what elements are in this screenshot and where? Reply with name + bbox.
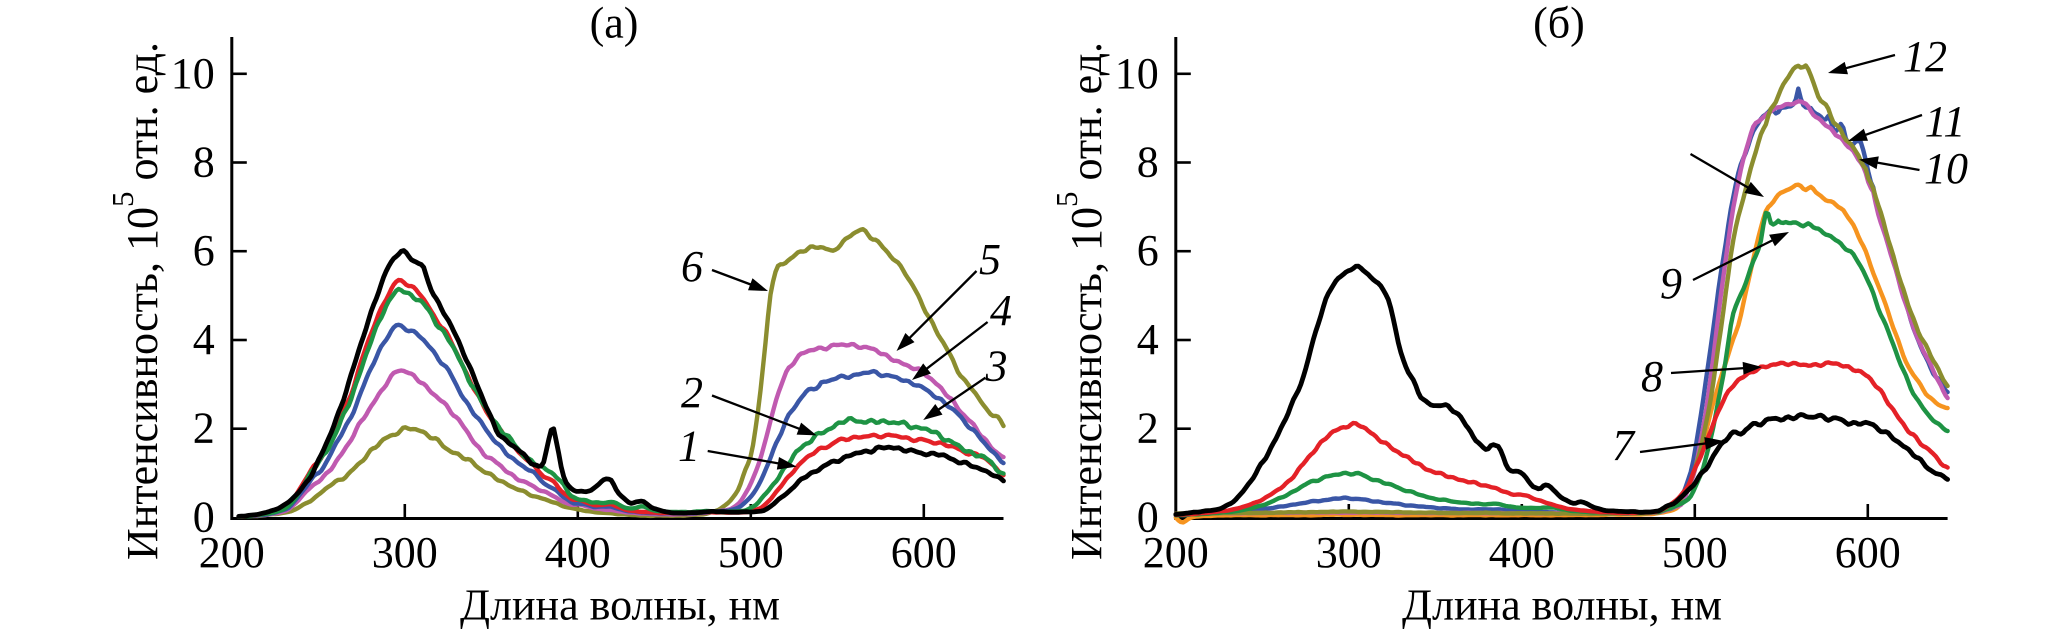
svg-text:8: 8 xyxy=(193,138,215,187)
svg-text:4: 4 xyxy=(193,315,215,364)
svg-text:(б): (б) xyxy=(1533,0,1585,48)
svg-text:10: 10 xyxy=(1924,144,1968,193)
svg-text:10: 10 xyxy=(171,49,215,98)
svg-text:Длина волны, нм: Длина волны, нм xyxy=(1402,581,1722,630)
svg-text:3: 3 xyxy=(985,342,1008,391)
svg-text:8: 8 xyxy=(1641,352,1663,401)
svg-text:4: 4 xyxy=(990,286,1012,335)
svg-text:200: 200 xyxy=(1143,528,1209,577)
svg-text:2: 2 xyxy=(1137,404,1159,453)
svg-text:400: 400 xyxy=(1489,528,1555,577)
svg-text:10: 10 xyxy=(1115,49,1159,98)
svg-text:500: 500 xyxy=(718,528,784,577)
svg-text:400: 400 xyxy=(545,528,611,577)
svg-text:6: 6 xyxy=(1137,226,1159,275)
svg-text:6: 6 xyxy=(193,226,215,275)
svg-text:200: 200 xyxy=(199,528,265,577)
svg-text:300: 300 xyxy=(1316,528,1382,577)
svg-text:1: 1 xyxy=(678,422,700,471)
svg-text:7: 7 xyxy=(1612,421,1636,470)
svg-text:Длина волны, нм: Длина волны, нм xyxy=(460,581,780,630)
svg-text:9: 9 xyxy=(1660,259,1682,308)
svg-text:0: 0 xyxy=(1137,492,1159,541)
svg-text:600: 600 xyxy=(1835,528,1901,577)
svg-text:6: 6 xyxy=(681,242,703,291)
svg-text:2: 2 xyxy=(681,368,703,417)
svg-text:11: 11 xyxy=(1925,97,1966,146)
svg-text:(а): (а) xyxy=(590,0,639,48)
svg-text:300: 300 xyxy=(372,528,438,577)
svg-text:500: 500 xyxy=(1662,528,1728,577)
svg-text:12: 12 xyxy=(1903,32,1947,81)
svg-text:2: 2 xyxy=(193,404,215,453)
svg-text:8: 8 xyxy=(1137,138,1159,187)
svg-text:4: 4 xyxy=(1137,315,1159,364)
svg-text:5: 5 xyxy=(979,235,1001,284)
svg-text:600: 600 xyxy=(891,528,957,577)
svg-text:0: 0 xyxy=(193,492,215,541)
